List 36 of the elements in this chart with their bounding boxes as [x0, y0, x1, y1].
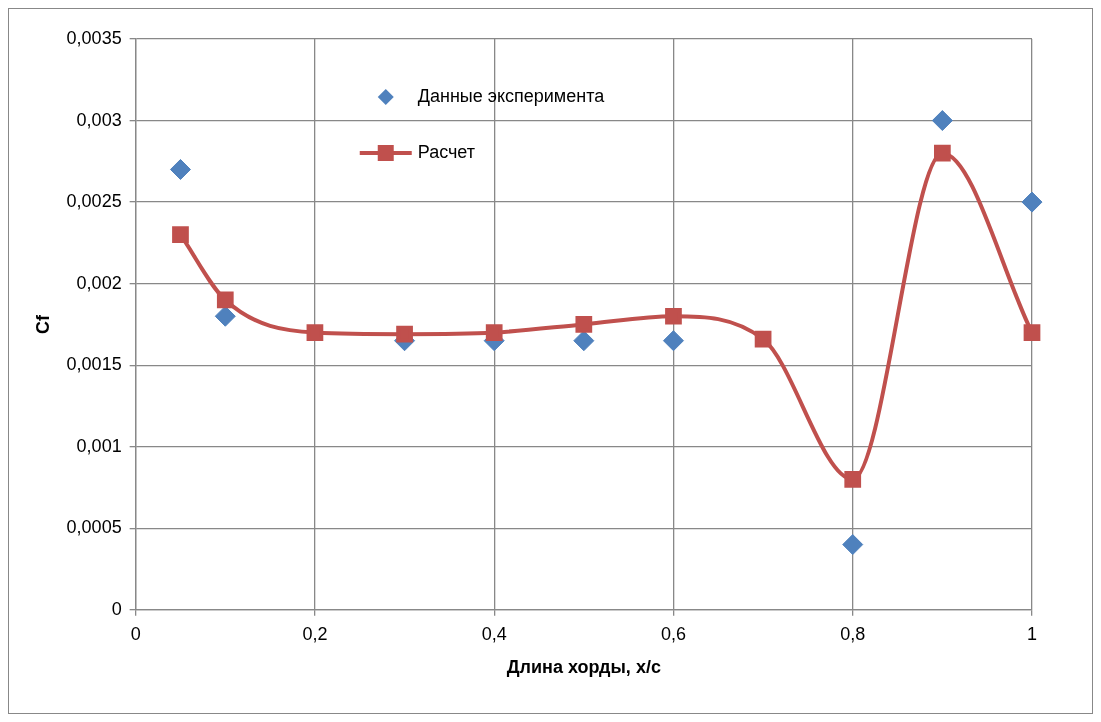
y-tick-label: 0,0005: [66, 517, 122, 538]
point: [934, 144, 951, 162]
x-tick-label: 0,4: [481, 623, 507, 644]
point: [842, 534, 864, 556]
point: [485, 324, 503, 341]
point: [573, 330, 595, 352]
x-tick-label: 0,8: [840, 623, 866, 644]
x-tick-label: 0,6: [660, 623, 686, 644]
x-tick-label: 0: [130, 623, 141, 644]
point: [169, 158, 191, 180]
point: [1023, 324, 1041, 341]
point: [306, 324, 324, 341]
point: [665, 307, 682, 325]
legend-label: Расчет: [417, 141, 476, 162]
y-tick-label: 0,002: [76, 272, 122, 293]
y-tick-label: 0,0035: [66, 27, 122, 48]
point: [1021, 191, 1043, 213]
x-tick-label: 1: [1026, 623, 1038, 644]
y-tick-label: 0,0015: [66, 354, 122, 375]
point: [754, 330, 772, 348]
point: [844, 470, 862, 488]
y-tick-label: 0,003: [76, 109, 122, 130]
point: [216, 291, 234, 309]
x-tick-label: 0,2: [302, 623, 328, 644]
legend-label: Данные эксперимента: [417, 85, 606, 106]
point: [931, 110, 953, 132]
y-tick-label: 0,001: [76, 435, 122, 456]
y-tick-label: 0: [111, 598, 122, 619]
point: [214, 305, 236, 327]
point: [662, 330, 684, 352]
point: [396, 325, 413, 343]
x-axis-title: Длина хорды, x/c: [506, 657, 661, 678]
y-axis-title: Cf: [32, 313, 53, 334]
point: [172, 226, 189, 244]
y-tick-label: 0,0025: [66, 191, 122, 212]
point: [575, 316, 593, 333]
